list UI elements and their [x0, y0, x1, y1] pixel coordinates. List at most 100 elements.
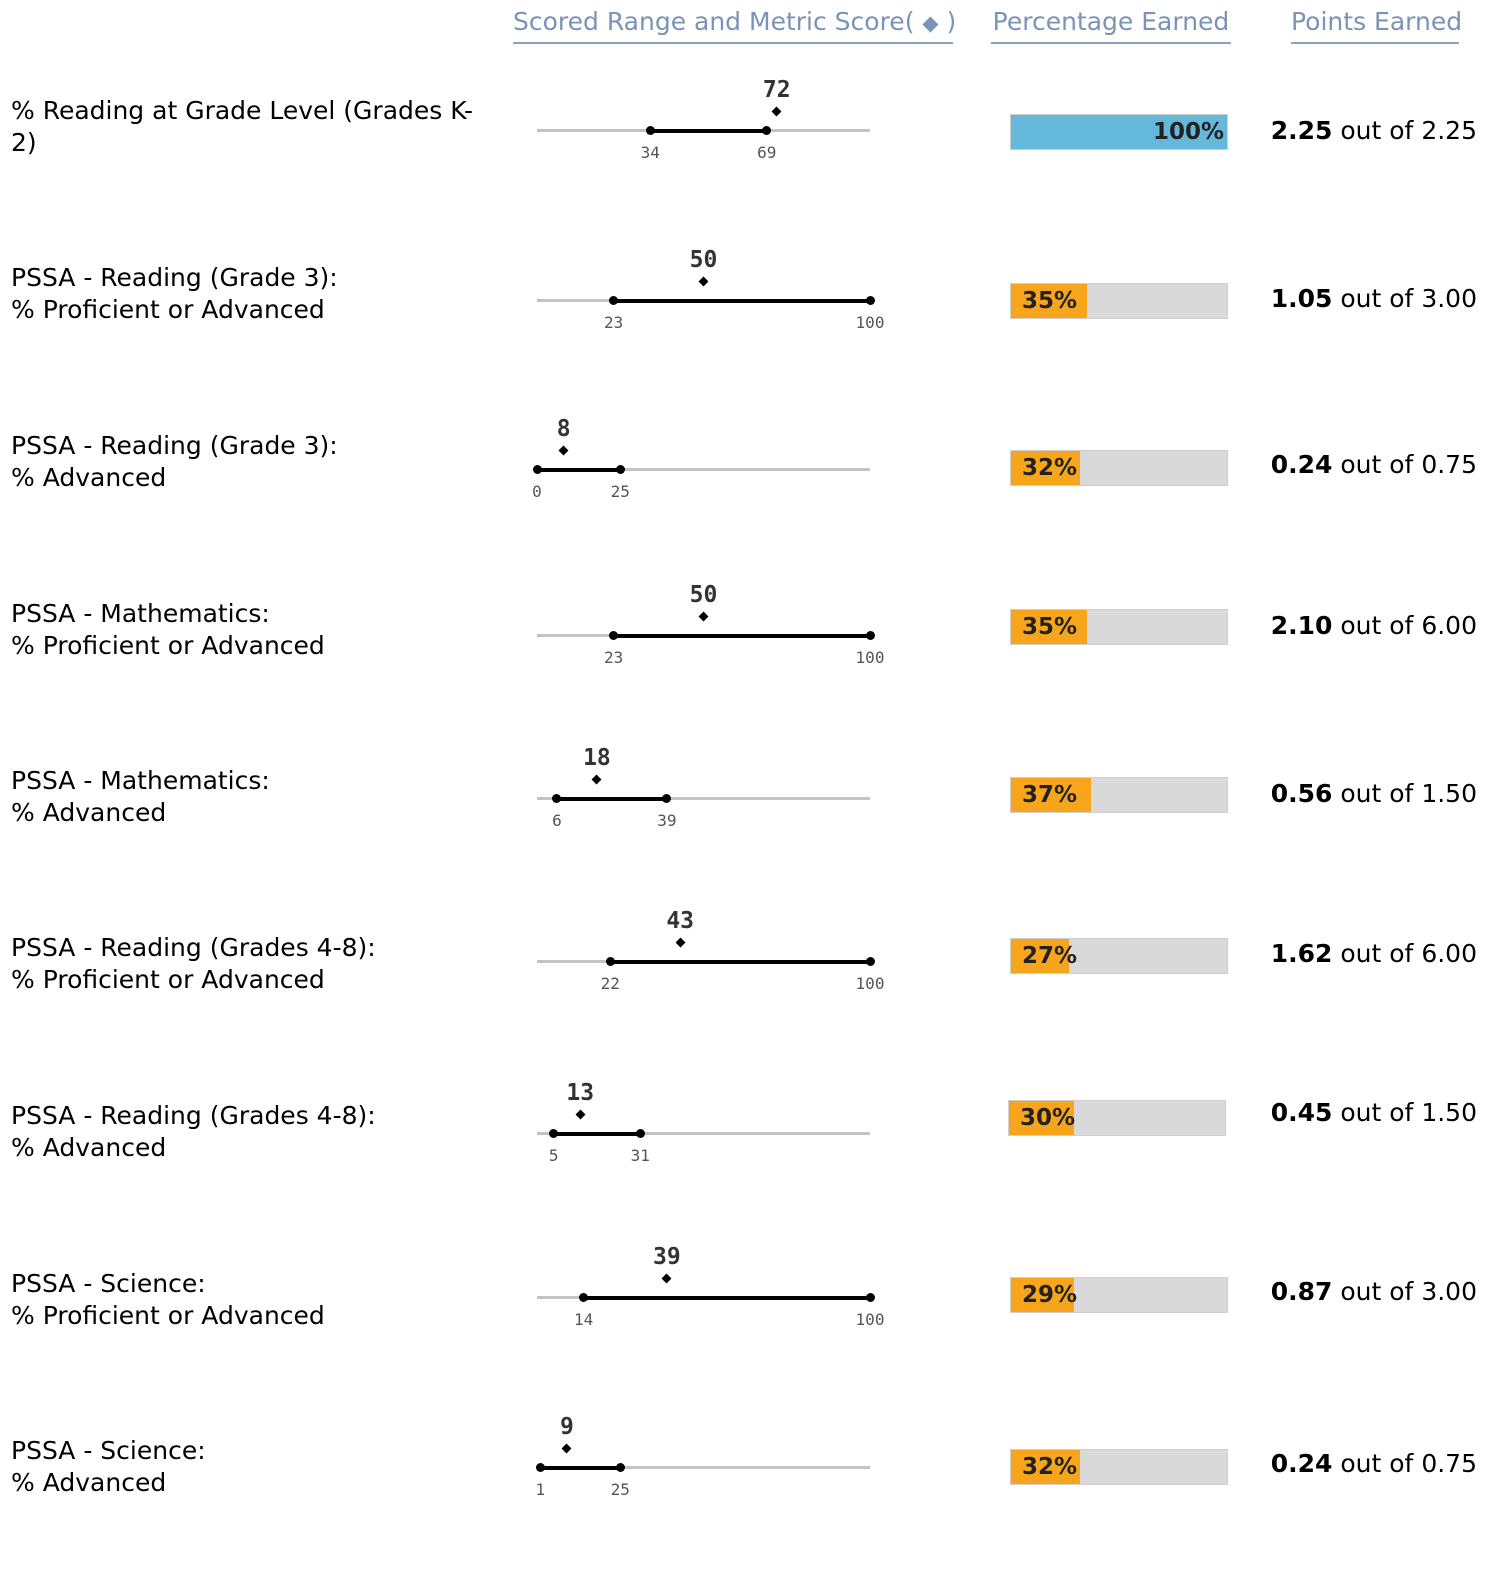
metric-row: PSSA - Mathematics: % Proficient or Adva… [0, 573, 1497, 739]
header-paren-close: ) [946, 7, 957, 36]
metric-score-diamond-icon [591, 774, 602, 785]
range-low-marker [609, 631, 619, 640]
range-high-label: 100 [855, 313, 885, 332]
points-earned-value: 0.45 [1270, 1098, 1333, 1127]
metric-row: PSSA - Reading (Grade 3): % Proficient o… [0, 237, 1497, 403]
scored-range-indicator: 22 100 43 [535, 908, 884, 1001]
full-range-line [537, 1132, 870, 1135]
range-low-label: 6 [552, 811, 562, 830]
points-max-value: 1.50 [1421, 1098, 1477, 1127]
metric-score-value: 18 [583, 745, 611, 771]
range-low-marker [549, 1129, 559, 1138]
metric-label: PSSA - Reading (Grades 4-8): % Proficien… [11, 933, 376, 994]
scored-range-line [537, 467, 621, 472]
metric-row: PSSA - Reading (Grades 4-8): % Proficien… [0, 907, 1497, 1073]
scored-range-indicator: 23 100 50 [535, 247, 884, 340]
metric-label: PSSA - Mathematics: % Proficient or Adva… [11, 599, 325, 660]
metric-row: PSSA - Reading (Grade 3): % Advanced 0 25 8… [0, 405, 1497, 571]
scored-range-line [610, 959, 870, 964]
out-of-text: out of [1340, 939, 1414, 968]
full-range-line [537, 1466, 870, 1469]
range-low-label: 1 [535, 1480, 546, 1499]
range-high-marker [762, 126, 772, 135]
metric-score-value: 50 [689, 582, 718, 608]
points-earned-value: 1.05 [1270, 284, 1333, 313]
percentage-value: 37% [1022, 782, 1078, 808]
metric-score-value: 43 [666, 908, 695, 934]
percentage-bar-fill [1011, 610, 1087, 644]
metric-score-diamond-icon [698, 276, 709, 287]
metric-score-diamond-icon [661, 1273, 672, 1284]
percentage-bar: 27% [1010, 938, 1228, 974]
points-max-value: 2.25 [1421, 116, 1477, 145]
points-max-value: 1.50 [1421, 779, 1477, 808]
points-earned: 0.24 out of 0.75 [1271, 1447, 1477, 1481]
percentage-bar: 32% [1010, 450, 1228, 486]
percentage-value: 27% [1022, 943, 1078, 969]
metric-label: % Reading at Grade Level (Grades K-2) [11, 96, 474, 157]
range-high-marker [865, 296, 875, 305]
points-earned: 2.10 out of 6.00 [1271, 609, 1477, 643]
header-points-earned: Points Earned [1291, 6, 1462, 44]
range-high-label: 100 [855, 648, 885, 667]
percentage-value: 30% [1020, 1105, 1076, 1131]
metric-row: % Reading at Grade Level (Grades K-2) 34 6… [0, 68, 1497, 234]
range-low-label: 23 [603, 313, 624, 332]
range-high-label: 25 [610, 482, 630, 501]
range-high-marker [615, 1463, 625, 1472]
metric-row: PSSA - Reading (Grades 4-8): % Advanced 5… [0, 1075, 1497, 1241]
percentage-bar-fill [1011, 1450, 1081, 1484]
scored-range-indicator: 6 39 18 [535, 745, 880, 838]
metric-row: PSSA - Mathematics: % Advanced 6 39 18 37% 0.… [0, 740, 1497, 906]
metric-label: PSSA - Reading (Grades 4-8): % Advanced [11, 1101, 376, 1162]
percentage-value: 35% [1022, 288, 1078, 314]
metric-label: PSSA - Science: % Advanced [11, 1436, 206, 1497]
scored-range-line [553, 1131, 641, 1136]
percentage-bar: 35% [1010, 283, 1228, 319]
scored-range-indicator: 23 100 50 [535, 582, 884, 675]
points-earned-value: 2.25 [1270, 116, 1333, 145]
percentage-value: 32% [1022, 455, 1078, 481]
scored-range-line [583, 1295, 870, 1300]
percentage-bar: 30% [1008, 1100, 1226, 1136]
scored-range-line [613, 633, 870, 638]
metric-score-diamond-icon [575, 1109, 586, 1120]
percentage-bar-fill [1011, 451, 1081, 485]
metric-label: PSSA - Reading (Grade 3): % Advanced [11, 431, 338, 492]
metric-row: PSSA - Science: % Proficient or Advanced… [0, 1243, 1497, 1409]
points-earned-value: 0.56 [1270, 779, 1333, 808]
range-low-label: 23 [603, 648, 624, 667]
metric-label: PSSA - Mathematics: % Advanced [11, 766, 270, 827]
metric-score-value: 72 [762, 77, 791, 103]
range-low-label: 14 [573, 1310, 594, 1329]
range-high-label: 100 [855, 1310, 885, 1329]
metric-label: PSSA - Reading (Grade 3): % Proficient o… [11, 263, 338, 324]
metric-score-value: 8 [556, 416, 571, 442]
out-of-text: out of [1340, 1098, 1414, 1127]
scored-range-line [556, 796, 667, 801]
metric-score-value: 39 [653, 1244, 681, 1270]
points-max-value: 6.00 [1421, 939, 1477, 968]
metric-score-value: 13 [566, 1080, 595, 1106]
range-low-label: 34 [640, 143, 660, 162]
range-low-marker [605, 957, 615, 966]
out-of-text: out of [1340, 450, 1414, 479]
range-low-marker [609, 296, 619, 305]
percentage-bar-fill [1011, 939, 1070, 973]
range-high-label: 100 [855, 974, 885, 993]
scored-range-indicator: 1 25 9 [535, 1414, 880, 1507]
range-high-marker [615, 465, 625, 474]
points-earned: 0.56 out of 1.50 [1271, 777, 1477, 811]
metric-label: PSSA - Science: % Proficient or Advanced [11, 1269, 325, 1330]
percentage-bar: 100% [1010, 114, 1228, 150]
metric-score-value: 9 [560, 1414, 574, 1440]
header-scored-range: Scored Range and Metric Score( ◆ ) [513, 6, 956, 44]
points-earned: 1.62 out of 6.00 [1271, 937, 1477, 971]
points-earned: 2.25 out of 2.25 [1271, 114, 1477, 148]
scored-range-line [650, 128, 767, 133]
points-earned-value: 0.24 [1270, 450, 1333, 479]
points-max-value: 3.00 [1421, 284, 1477, 313]
points-max-value: 0.75 [1421, 1449, 1477, 1478]
range-low-label: 0 [532, 482, 542, 501]
metric-row: PSSA - Science: % Advanced 1 25 9 32% 0.24 ou… [0, 1410, 1497, 1576]
